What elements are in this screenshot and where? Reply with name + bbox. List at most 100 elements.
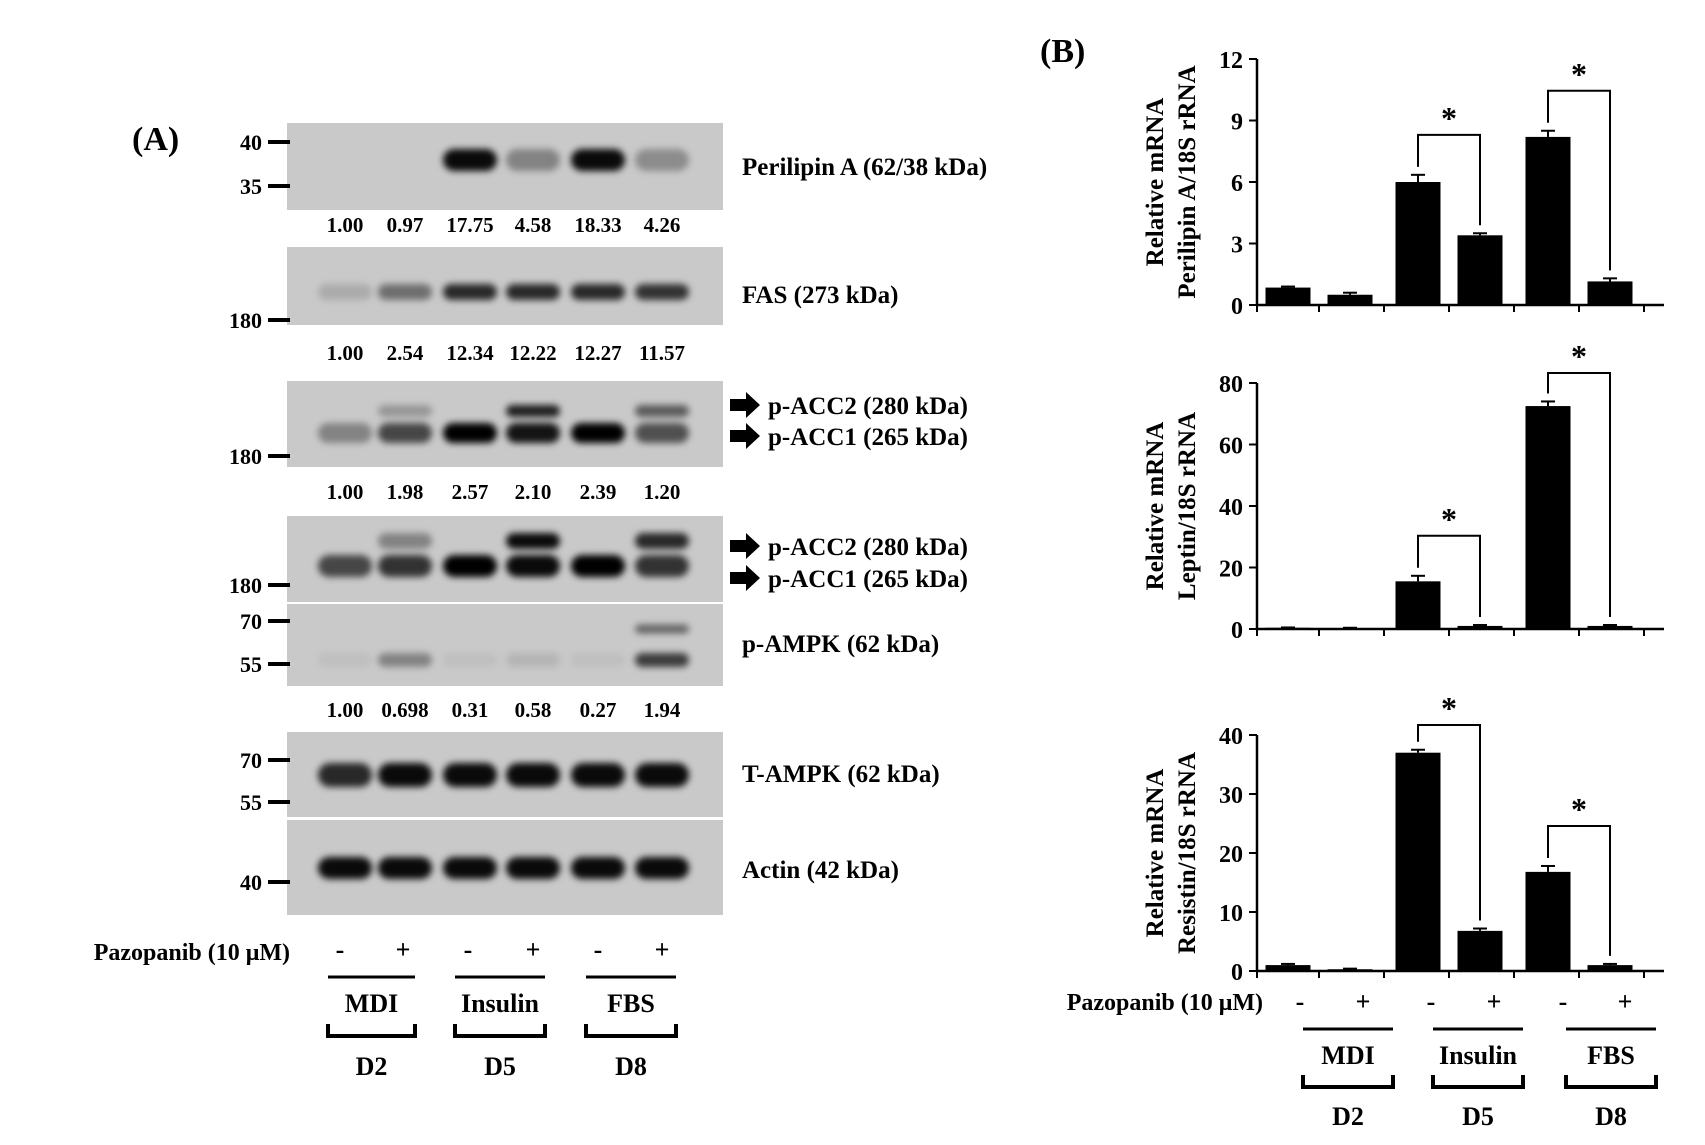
y-tick-label: 60 bbox=[1219, 434, 1243, 460]
bar bbox=[1457, 625, 1503, 629]
band-lane-1 bbox=[318, 857, 372, 879]
y-tick-label: 20 bbox=[1219, 557, 1243, 583]
y-tick-label: 9 bbox=[1231, 110, 1243, 136]
arrow-icon bbox=[730, 565, 760, 591]
treatment-sign: + bbox=[526, 935, 541, 964]
quant-value: 1.00 bbox=[327, 698, 364, 722]
y-tick-label: 10 bbox=[1219, 901, 1243, 927]
protein-label-upper: p-ACC2 (280 kDa) bbox=[768, 534, 968, 561]
quant-value: 2.39 bbox=[580, 480, 617, 504]
blot-4: 180 p-ACC2 (280 kDa) p-ACC1 (265 kDa) bbox=[229, 516, 968, 602]
band-lane-3 bbox=[443, 555, 497, 577]
bar bbox=[1525, 136, 1571, 305]
quant-value: 4.58 bbox=[515, 213, 552, 237]
quant-value: 1.00 bbox=[327, 213, 364, 237]
band-lane-6 bbox=[635, 555, 689, 577]
treatment-sign: - bbox=[1427, 987, 1436, 1016]
band-lane-3 bbox=[443, 763, 497, 787]
day-label: D5 bbox=[484, 1052, 516, 1081]
quant-value: 0.698 bbox=[381, 698, 428, 722]
quant-value: 2.10 bbox=[515, 480, 552, 504]
blot-bands bbox=[318, 284, 689, 300]
quant-value: 12.22 bbox=[509, 341, 556, 365]
quant-value: 1.00 bbox=[327, 341, 364, 365]
panel-a-label: (A) bbox=[132, 121, 179, 158]
quant-value: 0.58 bbox=[515, 698, 552, 722]
y-tick-label: 12 bbox=[1219, 48, 1243, 74]
y-axis-label-line1: Relative mRNA bbox=[1142, 422, 1169, 591]
quant-value: 0.27 bbox=[580, 698, 617, 722]
y-axis-label-line1: Relative mRNA bbox=[1142, 98, 1169, 267]
group-bracket bbox=[1301, 1075, 1395, 1089]
bar bbox=[1525, 871, 1571, 971]
band-lane-5 bbox=[571, 857, 625, 879]
group-label: Insulin bbox=[1439, 1041, 1518, 1070]
quant-value: 2.57 bbox=[452, 480, 489, 504]
group-bracket bbox=[584, 1024, 678, 1038]
significance-bracket bbox=[1547, 372, 1611, 618]
bar bbox=[1395, 581, 1441, 629]
y-tick-label: 40 bbox=[1219, 495, 1243, 521]
band-lane-2 bbox=[378, 284, 432, 300]
marker-label: 180 bbox=[229, 308, 262, 333]
band-lane-2 bbox=[378, 857, 432, 879]
y-tick-label: 40 bbox=[1219, 724, 1243, 750]
marker-label: 70 bbox=[240, 609, 262, 634]
band-lane-1 bbox=[318, 555, 372, 577]
band-lane-3 bbox=[443, 857, 497, 879]
bar bbox=[1265, 965, 1311, 971]
quant-value: 17.75 bbox=[446, 213, 493, 237]
blot-membrane bbox=[287, 604, 723, 686]
blot-6: 70 55 T-AMPK (62 kDa) bbox=[240, 732, 940, 817]
treatment-sign: + bbox=[655, 935, 670, 964]
quant-value: 2.54 bbox=[387, 341, 424, 365]
group-bracket bbox=[1431, 1075, 1525, 1089]
significance-star: * bbox=[1441, 100, 1457, 136]
day-label: D5 bbox=[1462, 1102, 1494, 1131]
marker-label: 35 bbox=[240, 174, 262, 199]
group-bracket bbox=[453, 1024, 547, 1038]
marker-label: 40 bbox=[240, 870, 262, 895]
y-axis-label-line2: Leptin/18S rRNA bbox=[1174, 412, 1201, 600]
protein-label: Actin (42 kDa) bbox=[742, 857, 899, 884]
quant-value: 0.97 bbox=[387, 213, 424, 237]
band-lane-5 bbox=[571, 423, 625, 443]
treatment-sign: + bbox=[1356, 987, 1371, 1016]
upper-band-lane-6 bbox=[635, 533, 689, 549]
quant-value: 11.57 bbox=[639, 341, 685, 365]
group-label: FBS bbox=[1587, 1041, 1635, 1070]
bar bbox=[1395, 182, 1441, 305]
protein-label-lower: p-ACC1 (265 kDa) bbox=[768, 424, 968, 451]
upper-band-lane-6 bbox=[635, 624, 689, 634]
band-lane-6 bbox=[635, 284, 689, 300]
y-tick-label: 20 bbox=[1219, 842, 1243, 868]
band-lane-4 bbox=[506, 555, 560, 577]
group-bracket bbox=[1564, 1075, 1658, 1089]
blot-3: 180 p-ACC2 (280 kDa) p-ACC1 (265 kDa) 1.00 1… bbox=[229, 381, 968, 504]
significance-bracket bbox=[1417, 534, 1481, 618]
quant-value: 12.27 bbox=[574, 341, 621, 365]
band-lane-4 bbox=[506, 423, 560, 443]
y-axis-label-line2: Resistin/18S rRNA bbox=[1174, 752, 1201, 954]
upper-band-lane-2 bbox=[378, 533, 432, 549]
arrow-icon bbox=[730, 533, 760, 559]
quant-value: 4.26 bbox=[644, 213, 681, 237]
protein-label-upper: p-ACC2 (280 kDa) bbox=[768, 393, 968, 420]
panel-b-label: (B) bbox=[1040, 33, 1085, 70]
blot-2: 180 FAS (273 kDa) 1.00 2.54 12.34 12.22 12.27 1… bbox=[229, 247, 898, 365]
y-tick-label: 0 bbox=[1231, 960, 1243, 986]
quant-value: 1.98 bbox=[387, 480, 424, 504]
treatment-sign: + bbox=[1618, 987, 1633, 1016]
band-lane-5 bbox=[571, 763, 625, 787]
significance-star: * bbox=[1441, 690, 1457, 726]
group-label: MDI bbox=[345, 989, 398, 1018]
panel-b-treatment-legend: Pazopanib (10 μM) - + - + - + MDI D2 Insulin D5 FBS… bbox=[1067, 987, 1658, 1131]
quant-value: 12.34 bbox=[446, 341, 494, 365]
band-lane-2 bbox=[378, 555, 432, 577]
arrow-icon bbox=[730, 392, 760, 418]
significance-star: * bbox=[1571, 338, 1587, 374]
band-lane-3 bbox=[443, 423, 497, 443]
protein-label: Perilipin A (62/38 kDa) bbox=[742, 154, 987, 181]
y-tick-label: 30 bbox=[1219, 783, 1243, 809]
